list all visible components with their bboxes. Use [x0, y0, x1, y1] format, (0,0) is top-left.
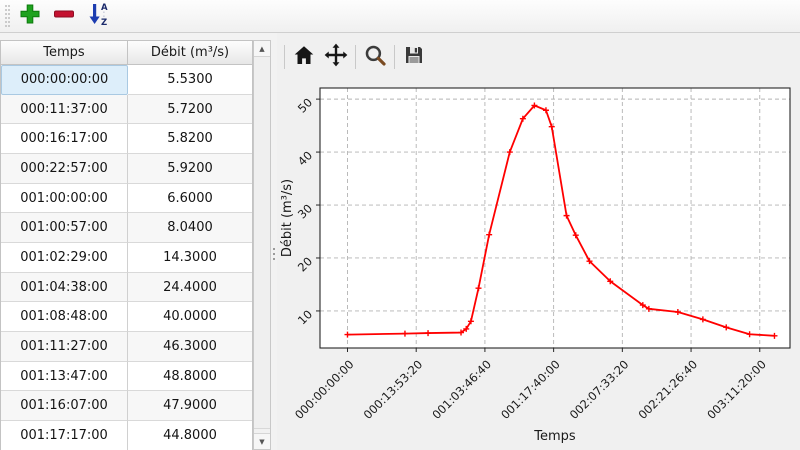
table-row: 001:00:00:006.6000 — [1, 184, 252, 214]
minus-icon — [52, 2, 76, 30]
table-row: 001:00:57:008.0400 — [1, 213, 252, 243]
table-cell[interactable]: 001:02:29:00 — [1, 243, 128, 273]
svg-text:Z: Z — [101, 18, 107, 27]
magnifier-icon — [363, 43, 388, 72]
table-cell[interactable]: 001:00:00:00 — [1, 184, 128, 214]
chart-toolbar — [281, 40, 430, 74]
table-cell[interactable]: 46.3000 — [128, 332, 252, 362]
chart-figure[interactable]: 000:00:00:00000:13:53:20001:03:46:40001:… — [277, 75, 800, 450]
x-axis-label: Temps — [533, 429, 576, 444]
table-cell[interactable]: 001:11:27:00 — [1, 332, 128, 362]
table-cell[interactable]: 44.8000 — [128, 421, 252, 450]
home-view-button[interactable] — [288, 42, 320, 72]
y-tick-label: 30 — [295, 201, 315, 221]
zoom-button[interactable] — [359, 42, 391, 72]
table-cell[interactable]: 001:17:17:00 — [1, 421, 128, 450]
table-row: 001:17:17:0044.8000 — [1, 421, 252, 450]
table-cell[interactable]: 001:08:48:00 — [1, 302, 128, 332]
sort-rows-button[interactable]: A · · Z — [83, 2, 113, 30]
table-cell[interactable]: 5.8200 — [128, 124, 252, 154]
y-tick-label: 40 — [295, 148, 315, 168]
table-row: 001:08:48:0040.0000 — [1, 302, 252, 332]
table-cell[interactable]: 001:13:47:00 — [1, 362, 128, 392]
toolbar-separator — [355, 45, 356, 69]
table-row: 001:02:29:0014.3000 — [1, 243, 252, 273]
table-cell[interactable]: 000:22:57:00 — [1, 154, 128, 184]
x-tick-label: 002:21:26:40 — [635, 357, 700, 422]
add-row-button[interactable] — [15, 2, 45, 30]
table-cell[interactable]: 24.4000 — [128, 273, 252, 303]
table-cell[interactable]: 000:00:00:00 — [1, 65, 128, 95]
toolbar-separator — [284, 45, 285, 69]
table-body: 000:00:00:005.5300000:11:37:005.7200000:… — [1, 65, 252, 450]
table-cell[interactable]: 14.3000 — [128, 243, 252, 273]
scroll-up-button[interactable]: ▲ — [254, 41, 270, 57]
plus-icon — [18, 2, 42, 30]
table-cell[interactable]: 8.0400 — [128, 213, 252, 243]
table-cell[interactable]: 001:04:38:00 — [1, 273, 128, 303]
x-tick-label: 001:17:40:00 — [498, 357, 563, 422]
table-cell[interactable]: 000:16:17:00 — [1, 124, 128, 154]
plot-area[interactable] — [320, 88, 790, 348]
x-tick-label: 000:13:53:20 — [361, 357, 426, 422]
table-scrollbar[interactable]: ▲ ▼ — [253, 40, 271, 450]
application-window: { "toolbar": { "buttons": [ { "name": "a… — [0, 0, 800, 450]
line-chart[interactable]: 000:00:00:00000:13:53:20001:03:46:40001:… — [277, 75, 800, 450]
table-cell[interactable]: 001:16:07:00 — [1, 391, 128, 421]
splitter-handle-icon — [273, 245, 275, 263]
y-tick-label: 50 — [295, 95, 315, 115]
remove-row-button[interactable] — [49, 2, 79, 30]
toolbar-grip[interactable] — [1, 3, 13, 29]
table-cell[interactable]: 000:11:37:00 — [1, 95, 128, 125]
table-row: 001:13:47:0048.8000 — [1, 362, 252, 392]
y-tick-label: 10 — [295, 307, 315, 327]
x-tick-label: 000:00:00:00 — [292, 357, 357, 422]
x-tick-label: 002:07:33:20 — [567, 357, 632, 422]
table-row: 000:16:17:005.8200 — [1, 124, 252, 154]
table-cell[interactable]: 5.5300 — [128, 65, 252, 95]
table-cell[interactable]: 47.9000 — [128, 391, 252, 421]
y-axis-label: Débit (m³/s) — [280, 179, 295, 257]
column-header-temps[interactable]: Temps — [1, 41, 128, 64]
table-header-row: Temps Débit (m³/s) — [1, 41, 252, 65]
table-row: 000:11:37:005.7200 — [1, 95, 252, 125]
table-cell[interactable]: 48.8000 — [128, 362, 252, 392]
main-toolbar: A · · Z — [0, 0, 800, 33]
table-cell[interactable]: 5.7200 — [128, 95, 252, 125]
table-cell[interactable]: 40.0000 — [128, 302, 252, 332]
table-row: 000:00:00:005.5300 — [1, 65, 252, 95]
sort-az-icon: A · · Z — [86, 1, 110, 31]
x-tick-label: 001:03:46:40 — [429, 357, 494, 422]
pan-icon — [323, 42, 349, 72]
y-tick-label: 20 — [295, 254, 315, 274]
table-row: 001:16:07:0047.9000 — [1, 391, 252, 421]
column-header-debit[interactable]: Débit (m³/s) — [128, 41, 252, 64]
pan-button[interactable] — [320, 42, 352, 72]
save-button[interactable] — [398, 42, 430, 72]
save-icon — [402, 43, 426, 71]
home-icon — [292, 43, 316, 71]
table-row: 001:11:27:0046.3000 — [1, 332, 252, 362]
scroll-down-button[interactable]: ▼ — [254, 433, 270, 449]
chart-panel: 000:00:00:00000:13:53:20001:03:46:40001:… — [277, 33, 800, 450]
table-row: 001:04:38:0024.4000 — [1, 273, 252, 303]
scrollbar-thumb[interactable] — [254, 57, 270, 429]
x-tick-label: 003:11:20:00 — [704, 357, 769, 422]
table-cell[interactable]: 6.6000 — [128, 184, 252, 214]
table-row: 000:22:57:005.9200 — [1, 154, 252, 184]
table-cell[interactable]: 001:00:57:00 — [1, 213, 128, 243]
table-cell[interactable]: 5.9200 — [128, 154, 252, 184]
data-table: Temps Débit (m³/s) 000:00:00:005.5300000… — [0, 40, 253, 450]
toolbar-separator — [394, 45, 395, 69]
